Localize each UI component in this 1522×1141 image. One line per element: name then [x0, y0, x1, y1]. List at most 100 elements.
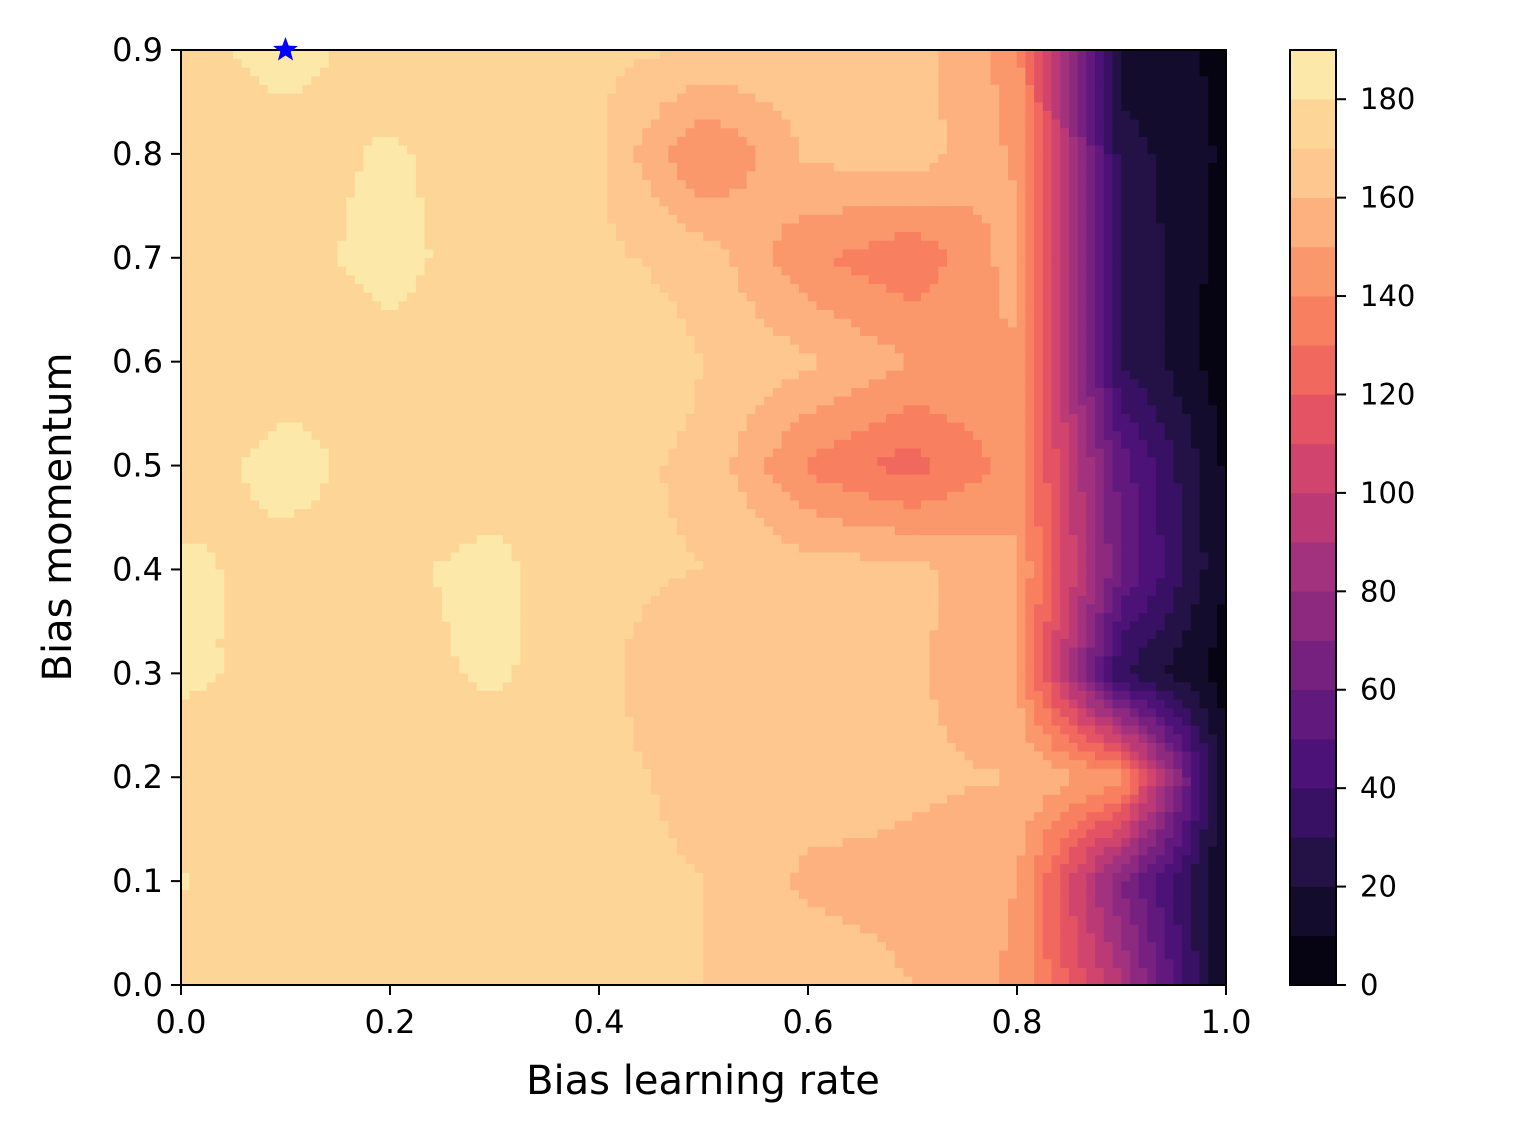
- contour-cell: [389, 750, 400, 761]
- contour-cell: [877, 958, 887, 968]
- contour-cell: [502, 595, 513, 605]
- contour-cell: [781, 802, 791, 813]
- contour-cell: [729, 707, 739, 717]
- contour-cell: [964, 872, 974, 882]
- contour-cell: [555, 811, 565, 821]
- contour-cell: [380, 647, 391, 657]
- contour-cell: [433, 846, 443, 856]
- contour-cell: [790, 950, 800, 960]
- contour-cell: [955, 716, 966, 726]
- contour-cell: [232, 889, 243, 899]
- contour-cell: [894, 724, 905, 735]
- contour-cell: [346, 811, 356, 821]
- contour-cell: [311, 820, 321, 830]
- contour-cell: [659, 785, 669, 795]
- contour-cell: [729, 924, 739, 934]
- contour-cell: [894, 699, 905, 709]
- contour-cell: [502, 776, 513, 787]
- contour-cell: [407, 759, 417, 769]
- contour-cell: [677, 768, 687, 778]
- contour-cell: [511, 612, 521, 622]
- contour-cell: [624, 863, 635, 873]
- contour-cell: [476, 577, 487, 588]
- contour-cell: [285, 647, 295, 657]
- contour-cell: [563, 976, 574, 985]
- contour-cell: [851, 820, 861, 830]
- contour-cell: [328, 880, 339, 891]
- contour-cell: [581, 621, 591, 631]
- contour-cell: [1095, 924, 1105, 934]
- contour-cell: [772, 673, 783, 683]
- contour-cell: [354, 976, 365, 985]
- contour-cell: [267, 794, 278, 804]
- contour-cell: [311, 776, 321, 787]
- contour-cell: [1025, 750, 1035, 761]
- contour-cell: [1051, 707, 1061, 717]
- contour-cell: [346, 967, 356, 977]
- contour-cell: [1007, 898, 1018, 908]
- contour-cell: [415, 941, 426, 951]
- contour-cell: [215, 655, 225, 665]
- contour-cell: [1156, 768, 1166, 778]
- contour-cell: [537, 906, 548, 917]
- contour-cell: [511, 569, 521, 579]
- contour-cell: [833, 724, 844, 735]
- contour-cell: [546, 647, 556, 657]
- contour-cell: [267, 898, 278, 908]
- contour-cell: [920, 846, 931, 856]
- contour-cell: [903, 699, 913, 709]
- contour-cell: [589, 967, 600, 977]
- contour-cell: [224, 768, 234, 778]
- contour-cell: [886, 768, 896, 778]
- contour-cell: [624, 759, 635, 769]
- contour-cell: [1025, 776, 1035, 787]
- contour-cell: [302, 776, 312, 787]
- contour-cell: [572, 924, 582, 934]
- contour-cell: [511, 785, 521, 795]
- contour-cell: [241, 828, 251, 839]
- contour-cell: [1077, 846, 1087, 856]
- contour-cell: [415, 785, 426, 795]
- contour-cell: [555, 967, 565, 977]
- contour-cell: [633, 941, 643, 951]
- contour-cell: [415, 889, 426, 899]
- contour-cell: [955, 785, 966, 795]
- contour-cell: [415, 811, 426, 821]
- contour-cell: [772, 932, 783, 943]
- contour-cell: [328, 820, 339, 830]
- contour-cell: [529, 785, 539, 795]
- contour-cell: [372, 863, 382, 873]
- contour-cell: [320, 673, 330, 683]
- contour-cell: [650, 846, 661, 856]
- contour-cell: [790, 690, 800, 700]
- contour-cell: [999, 699, 1009, 709]
- contour-cell: [520, 941, 530, 951]
- contour-cell: [677, 776, 687, 787]
- contour-cell: [607, 603, 617, 614]
- contour-cell: [589, 802, 600, 813]
- contour-cell: [703, 924, 713, 934]
- contour-cell: [720, 941, 730, 951]
- contour-cell: [520, 854, 530, 865]
- contour-cell: [285, 612, 295, 622]
- contour-cell: [346, 716, 356, 726]
- contour-cell: [859, 941, 870, 951]
- contour-cell: [1216, 742, 1226, 752]
- contour-cell: [868, 854, 878, 865]
- contour-cell: [842, 776, 852, 787]
- contour-cell: [241, 854, 251, 865]
- contour-cell: [755, 846, 765, 856]
- contour-cell: [633, 629, 643, 640]
- contour-cell: [1077, 976, 1087, 985]
- contour-cell: [555, 863, 565, 873]
- contour-cell: [181, 724, 191, 735]
- contour-cell: [181, 612, 191, 622]
- contour-cell: [346, 898, 356, 908]
- contour-cell: [1164, 924, 1175, 934]
- contour-cell: [250, 759, 260, 769]
- contour-cell: [189, 941, 199, 951]
- contour-cell: [781, 699, 791, 709]
- contour-cell: [328, 811, 339, 821]
- contour-cell: [825, 690, 835, 700]
- contour-cell: [241, 794, 251, 804]
